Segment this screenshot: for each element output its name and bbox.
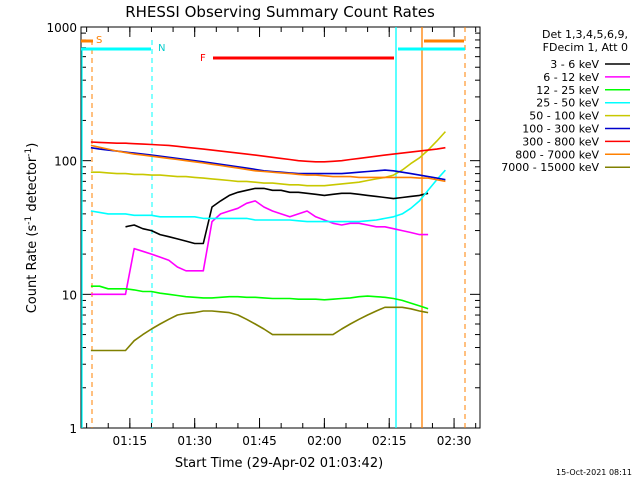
state-n-label: N [158, 43, 165, 54]
y-tick-label: 10 [62, 288, 77, 302]
x-tick-label: 02:15 [372, 434, 407, 448]
legend-header-line1: Det 1,3,4,5,6,9, [542, 28, 628, 41]
x-axis-label: Start Time (29-Apr-02 01:03:42) [175, 456, 383, 471]
series-line-8 [90, 306, 429, 352]
chart-title: RHESSI Observing Summary Count Rates [125, 3, 435, 21]
y-tick-label: 1000 [46, 21, 77, 35]
x-tick-label: 01:15 [113, 434, 148, 448]
legend-label-4: 50 - 100 keV [529, 110, 599, 123]
x-tick-label: 02:30 [437, 434, 472, 448]
y-axis-label-part2: detector [25, 156, 40, 216]
series-line-3 [90, 169, 446, 223]
legend-label-2: 12 - 25 keV [536, 84, 599, 97]
legend-label-7: 800 - 7000 keV [515, 148, 599, 161]
x-tick-label: 01:30 [177, 434, 212, 448]
state-f-label: F [200, 53, 206, 64]
x-tick-label: 02:00 [307, 434, 342, 448]
y-tick-label: 1 [69, 422, 77, 436]
x-tick-label: 01:45 [242, 434, 277, 448]
legend-label-1: 6 - 12 keV [543, 71, 599, 84]
y-axis-label-part1: Count Rate (s [25, 225, 40, 314]
x-axis: 01:15 01:30 01:45 02:00 02:15 02:30 [86, 27, 477, 448]
series-line-1 [90, 200, 429, 296]
legend: Det 1,3,4,5,6,9, FDecim 1, Att 0 3 - 6 k… [501, 28, 630, 174]
series-line-0 [125, 187, 429, 245]
series-lines [90, 131, 446, 352]
legend-label-8: 7000 - 15000 keV [501, 161, 599, 174]
timestamp: 15-Oct-2021 08:11 [556, 468, 632, 477]
y-axis-label-sup2: -1 [24, 148, 34, 157]
y-axis-label: Count Rate (s-1 detector-1) [24, 143, 40, 314]
series-line-7 [90, 144, 446, 183]
legend-header-line2: FDecim 1, Att 0 [543, 41, 628, 54]
legend-label-3: 25 - 50 keV [536, 97, 599, 110]
series-line-2 [90, 285, 429, 310]
series-line-6 [90, 141, 446, 163]
y-tick-label: 100 [54, 155, 77, 169]
plot-frame [80, 26, 481, 429]
legend-label-0: 3 - 6 keV [550, 58, 599, 71]
y-axis: 1 10 100 1000 [46, 21, 480, 436]
y-axis-label-part3: ) [25, 143, 40, 148]
legend-label-5: 100 - 300 keV [522, 123, 599, 136]
state-indicators: S N F [81, 27, 466, 428]
state-s-label: S [96, 35, 102, 46]
plot-area [80, 26, 481, 429]
y-axis-label-sup1: -1 [24, 216, 34, 225]
legend-label-6: 300 - 800 keV [522, 135, 599, 148]
